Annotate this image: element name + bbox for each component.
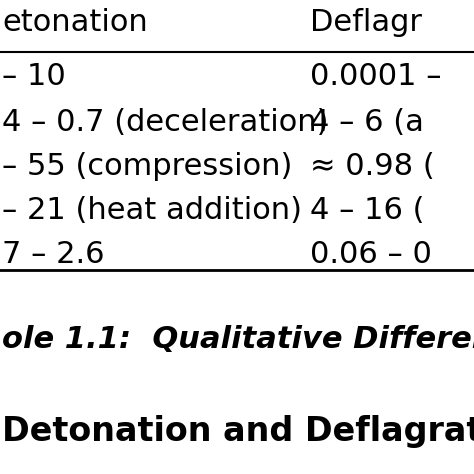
Text: 4 – 6 (a: 4 – 6 (a: [310, 108, 424, 137]
Text: 0.06 – 0: 0.06 – 0: [310, 240, 432, 269]
Text: Detonation and Deflagration in Ga: Detonation and Deflagration in Ga: [2, 415, 474, 448]
Text: ≈ 0.98 (: ≈ 0.98 (: [310, 152, 435, 181]
Text: – 21 (heat addition): – 21 (heat addition): [2, 196, 302, 225]
Text: etonation: etonation: [2, 8, 148, 37]
Text: 4 – 16 (: 4 – 16 (: [310, 196, 425, 225]
Text: – 55 (compression): – 55 (compression): [2, 152, 292, 181]
Text: 0.0001 –: 0.0001 –: [310, 62, 441, 91]
Text: ole 1.1:  Qualitative Differences be: ole 1.1: Qualitative Differences be: [2, 325, 474, 354]
Text: 4 – 0.7 (deceleration): 4 – 0.7 (deceleration): [2, 108, 328, 137]
Text: – 10: – 10: [2, 62, 66, 91]
Text: Deflagr: Deflagr: [310, 8, 422, 37]
Text: 7 – 2.6: 7 – 2.6: [2, 240, 104, 269]
